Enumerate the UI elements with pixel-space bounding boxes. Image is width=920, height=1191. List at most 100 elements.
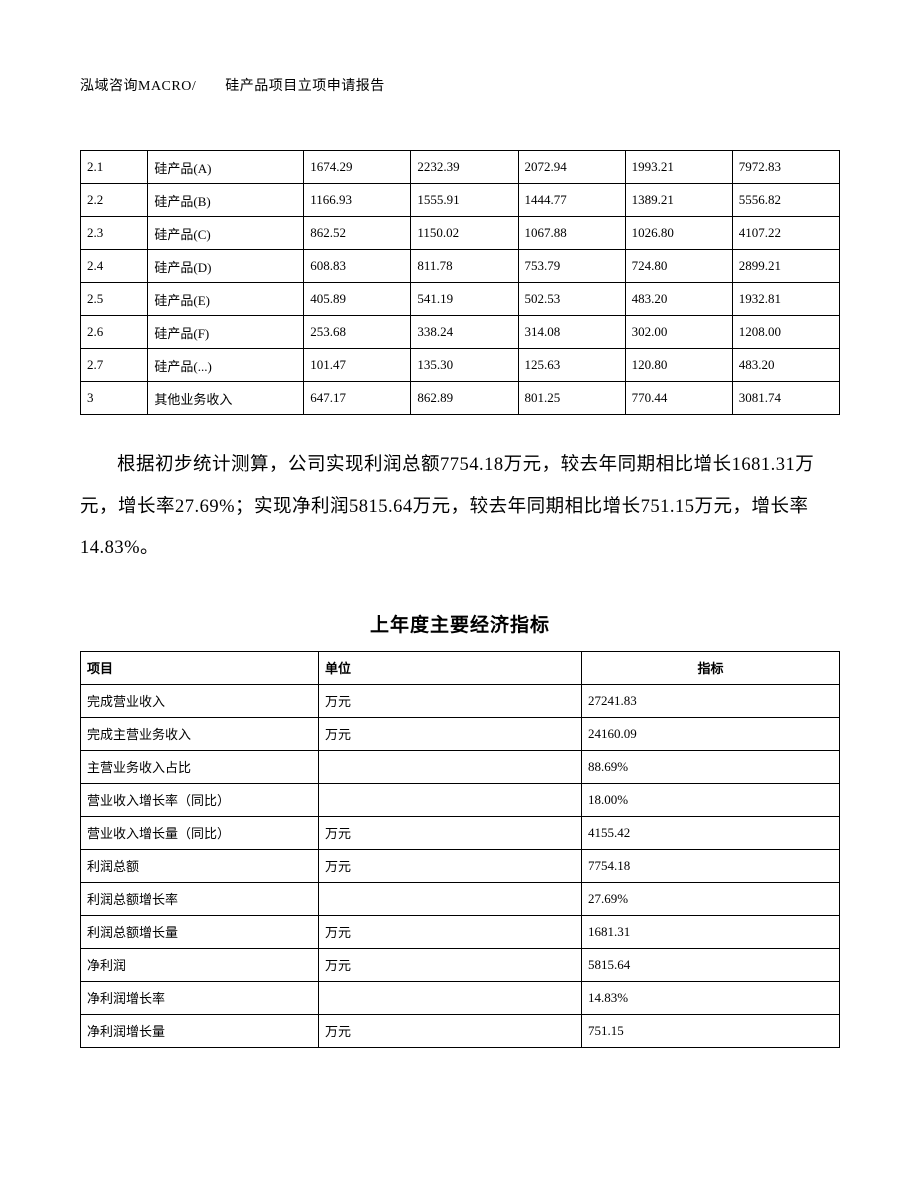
cell-unit: 万元 — [319, 948, 582, 981]
table-row: 2.3 硅产品(C) 862.52 1150.02 1067.88 1026.8… — [81, 217, 840, 250]
cell-item: 利润总额 — [81, 849, 319, 882]
table-row: 2.4 硅产品(D) 608.83 811.78 753.79 724.80 2… — [81, 250, 840, 283]
table-row: 主营业务收入占比 88.69% — [81, 750, 840, 783]
cell-item: 净利润增长量 — [81, 1014, 319, 1047]
cell-item: 完成营业收入 — [81, 684, 319, 717]
cell-value: 5815.64 — [582, 948, 840, 981]
cell-index: 2.3 — [81, 217, 148, 250]
cell-item: 营业收入增长率（同比） — [81, 783, 319, 816]
cell-value: 724.80 — [625, 250, 732, 283]
cell-value: 302.00 — [625, 316, 732, 349]
cell-value: 338.24 — [411, 316, 518, 349]
cell-value: 1674.29 — [304, 151, 411, 184]
table-row: 净利润增长量 万元 751.15 — [81, 1014, 840, 1047]
cell-unit — [319, 981, 582, 1014]
cell-value: 314.08 — [518, 316, 625, 349]
cell-index: 3 — [81, 382, 148, 415]
cell-value: 1993.21 — [625, 151, 732, 184]
table-row: 利润总额 万元 7754.18 — [81, 849, 840, 882]
cell-value: 1932.81 — [732, 283, 839, 316]
cell-value: 483.20 — [625, 283, 732, 316]
product-revenue-table-body: 2.1 硅产品(A) 1674.29 2232.39 2072.94 1993.… — [81, 151, 840, 415]
column-header-value: 指标 — [582, 651, 840, 684]
cell-value: 14.83% — [582, 981, 840, 1014]
cell-value: 125.63 — [518, 349, 625, 382]
cell-value: 405.89 — [304, 283, 411, 316]
cell-value: 1444.77 — [518, 184, 625, 217]
cell-name: 硅产品(F) — [148, 316, 304, 349]
cell-value: 27241.83 — [582, 684, 840, 717]
table-row: 净利润 万元 5815.64 — [81, 948, 840, 981]
cell-unit — [319, 783, 582, 816]
table-row: 完成营业收入 万元 27241.83 — [81, 684, 840, 717]
cell-value: 751.15 — [582, 1014, 840, 1047]
cell-value: 135.30 — [411, 349, 518, 382]
cell-index: 2.5 — [81, 283, 148, 316]
summary-paragraph: 根据初步统计测算，公司实现利润总额7754.18万元，较去年同期相比增长1681… — [80, 445, 840, 570]
cell-value: 1026.80 — [625, 217, 732, 250]
table-row: 利润总额增长量 万元 1681.31 — [81, 915, 840, 948]
cell-unit: 万元 — [319, 684, 582, 717]
table-row: 3 其他业务收入 647.17 862.89 801.25 770.44 308… — [81, 382, 840, 415]
cell-value: 5556.82 — [732, 184, 839, 217]
cell-name: 硅产品(E) — [148, 283, 304, 316]
cell-value: 1208.00 — [732, 316, 839, 349]
table-row: 2.7 硅产品(...) 101.47 135.30 125.63 120.80… — [81, 349, 840, 382]
cell-value: 24160.09 — [582, 717, 840, 750]
cell-value: 753.79 — [518, 250, 625, 283]
cell-value: 1681.31 — [582, 915, 840, 948]
cell-value: 88.69% — [582, 750, 840, 783]
cell-unit: 万元 — [319, 849, 582, 882]
cell-value: 2072.94 — [518, 151, 625, 184]
cell-item: 净利润 — [81, 948, 319, 981]
product-revenue-table: 2.1 硅产品(A) 1674.29 2232.39 2072.94 1993.… — [80, 150, 840, 415]
cell-name: 硅产品(B) — [148, 184, 304, 217]
cell-value: 770.44 — [625, 382, 732, 415]
cell-item: 利润总额增长率 — [81, 882, 319, 915]
cell-unit: 万元 — [319, 717, 582, 750]
cell-value: 120.80 — [625, 349, 732, 382]
column-header-unit: 单位 — [319, 651, 582, 684]
cell-name: 硅产品(D) — [148, 250, 304, 283]
cell-value: 2899.21 — [732, 250, 839, 283]
cell-value: 541.19 — [411, 283, 518, 316]
cell-name: 硅产品(C) — [148, 217, 304, 250]
table-row: 利润总额增长率 27.69% — [81, 882, 840, 915]
cell-unit — [319, 750, 582, 783]
cell-value: 1389.21 — [625, 184, 732, 217]
cell-unit: 万元 — [319, 1014, 582, 1047]
cell-item: 利润总额增长量 — [81, 915, 319, 948]
cell-value: 253.68 — [304, 316, 411, 349]
cell-value: 7972.83 — [732, 151, 839, 184]
table-row: 营业收入增长率（同比） 18.00% — [81, 783, 840, 816]
cell-unit — [319, 882, 582, 915]
table-row: 净利润增长率 14.83% — [81, 981, 840, 1014]
cell-unit: 万元 — [319, 915, 582, 948]
table-row: 完成主营业务收入 万元 24160.09 — [81, 717, 840, 750]
cell-name: 硅产品(...) — [148, 349, 304, 382]
economic-indicator-table: 项目 单位 指标 完成营业收入 万元 27241.83 完成主营业务收入 万元 … — [80, 651, 840, 1048]
cell-value: 1166.93 — [304, 184, 411, 217]
cell-value: 811.78 — [411, 250, 518, 283]
cell-value: 1067.88 — [518, 217, 625, 250]
cell-index: 2.7 — [81, 349, 148, 382]
cell-value: 1555.91 — [411, 184, 518, 217]
cell-value: 483.20 — [732, 349, 839, 382]
page-header: 泓域咨询MACRO/ 硅产品项目立项申请报告 — [80, 75, 840, 95]
cell-item: 营业收入增长量（同比） — [81, 816, 319, 849]
cell-value: 4107.22 — [732, 217, 839, 250]
cell-value: 27.69% — [582, 882, 840, 915]
cell-value: 3081.74 — [732, 382, 839, 415]
table-row: 2.6 硅产品(F) 253.68 338.24 314.08 302.00 1… — [81, 316, 840, 349]
cell-value: 502.53 — [518, 283, 625, 316]
cell-index: 2.6 — [81, 316, 148, 349]
cell-value: 862.52 — [304, 217, 411, 250]
cell-value: 647.17 — [304, 382, 411, 415]
cell-value: 18.00% — [582, 783, 840, 816]
cell-unit: 万元 — [319, 816, 582, 849]
cell-item: 完成主营业务收入 — [81, 717, 319, 750]
table-row: 2.1 硅产品(A) 1674.29 2232.39 2072.94 1993.… — [81, 151, 840, 184]
cell-value: 608.83 — [304, 250, 411, 283]
cell-value: 801.25 — [518, 382, 625, 415]
cell-value: 1150.02 — [411, 217, 518, 250]
